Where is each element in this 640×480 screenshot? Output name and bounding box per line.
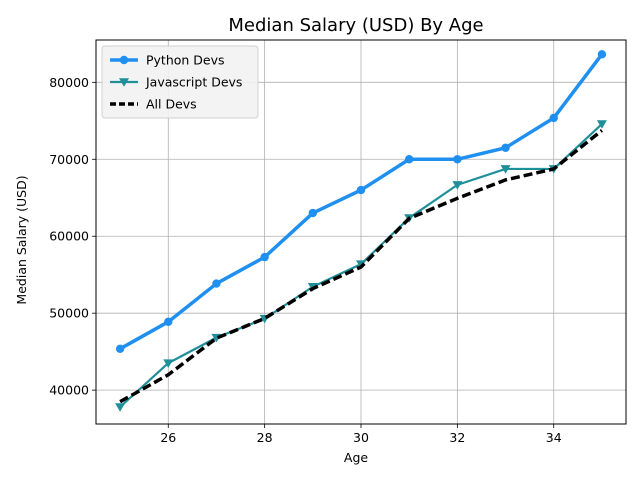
x-axis-label: Age <box>344 450 368 465</box>
legend-label: All Devs <box>146 97 197 112</box>
data-point <box>452 181 463 190</box>
data-point <box>115 403 126 412</box>
legend-entry: Python Devs <box>110 53 225 68</box>
y-tick-label: 40000 <box>49 383 89 398</box>
data-point <box>163 359 174 368</box>
data-point <box>115 344 125 354</box>
x-tick-label: 34 <box>546 430 562 445</box>
chart-title: Median Salary (USD) By Age <box>228 15 483 36</box>
y-tick-label: 50000 <box>49 306 89 321</box>
data-point <box>549 113 558 123</box>
legend-entry: All Devs <box>110 97 197 112</box>
series-layer <box>115 50 607 412</box>
series-line <box>119 129 604 404</box>
data-point <box>453 155 462 164</box>
data-point <box>597 50 607 59</box>
legend: Python Devs Javascript Devs All Devs <box>101 45 259 119</box>
data-point <box>596 120 607 129</box>
data-point <box>500 165 511 174</box>
series-javascript-devs <box>115 120 607 412</box>
legend-label: Python Devs <box>146 53 225 68</box>
legend-label: Javascript Devs <box>145 75 242 90</box>
legend-box <box>101 45 259 119</box>
y-tick-label: 60000 <box>49 229 89 244</box>
grid <box>96 40 626 424</box>
x-tick-label: 26 <box>160 430 176 445</box>
y-axis-label: Median Salary (USD) <box>14 175 29 304</box>
legend-entry: Javascript Devs <box>110 75 242 90</box>
y-tick-label: 80000 <box>49 75 89 90</box>
series-all-devs <box>119 129 604 404</box>
y-tick-label: 70000 <box>49 152 89 167</box>
legend-marker <box>119 55 129 65</box>
series-python-devs <box>115 50 607 354</box>
x-tick-label: 32 <box>449 430 465 445</box>
x-tick-label: 28 <box>257 430 273 445</box>
data-point <box>501 143 510 152</box>
data-point <box>212 279 221 288</box>
data-point <box>260 252 269 262</box>
ticks: 26 28 30 32 34 40000 50000 60000 70000 80000 <box>49 75 561 445</box>
data-point <box>164 317 173 327</box>
data-point <box>404 155 414 164</box>
data-point <box>356 185 366 195</box>
x-tick-label: 30 <box>353 430 369 445</box>
legend-marker <box>119 78 129 87</box>
data-point <box>308 208 318 218</box>
